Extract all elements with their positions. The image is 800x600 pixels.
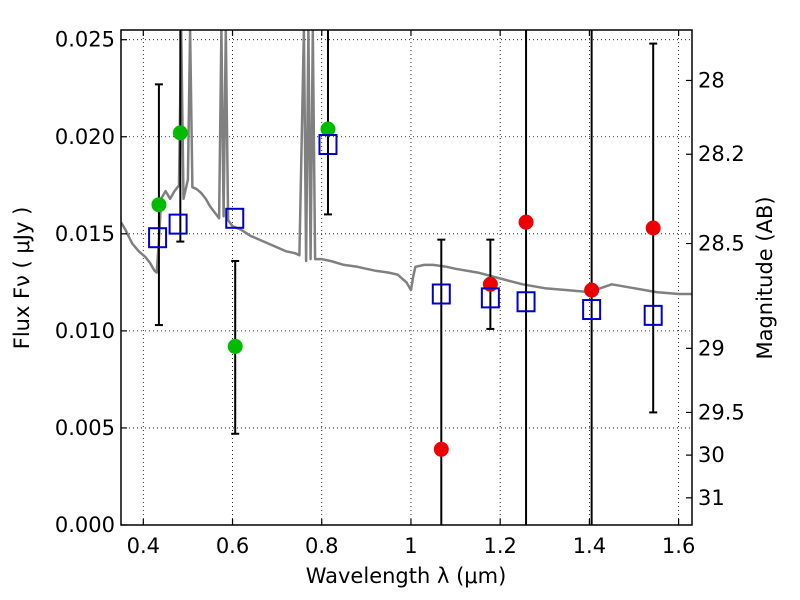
green_observed-point: [320, 121, 336, 137]
data-points-layer: [148, 121, 663, 457]
red_observed-point: [645, 220, 661, 236]
model_photometry-point: [168, 213, 188, 235]
x-tick-label: 0.6: [216, 534, 249, 558]
y-axis-title: Flux Fν ( μJy ): [10, 207, 34, 350]
right-axis-title: Magnitude (AB): [753, 196, 777, 359]
red_observed-point: [482, 276, 498, 292]
red_observed-point: [584, 282, 600, 298]
red_observed-point: [433, 441, 449, 457]
model_photometry-point: [318, 134, 338, 156]
green_observed-point: [151, 197, 167, 213]
x-tick-label: 1.6: [662, 534, 695, 558]
model_photometry-point: [480, 287, 500, 309]
model_photometry-point: [148, 227, 168, 249]
green_observed-point: [227, 338, 243, 354]
model_photometry-point: [582, 299, 602, 321]
model-spectrum-line: [121, 30, 692, 296]
right-tick-label: 28: [698, 68, 725, 92]
right-tick-label: 31: [698, 486, 725, 510]
y-tick-label: 0.020: [55, 125, 115, 149]
right-tick-label: 28.5: [698, 232, 745, 256]
right-tick-label: 30: [698, 443, 725, 467]
model_photometry-point: [225, 207, 245, 229]
red_observed-point: [518, 214, 534, 230]
right-tick-label: 29: [698, 336, 725, 360]
right-tick-label: 29.5: [698, 400, 745, 424]
y-axis-ticks: 0.000 0.005 0.010 0.015 0.020 0.025: [55, 28, 127, 537]
model_photometry-point: [516, 291, 536, 313]
model_photometry-point: [643, 304, 663, 326]
model_photometry-point: [431, 283, 451, 305]
error-bars-layer: [154, 30, 658, 525]
y-tick-label: 0.015: [55, 222, 115, 246]
x-axis-ticks: 0.4 0.6 0.8 1 1.2 1.4 1.6: [127, 30, 695, 558]
x-tick-label: 0.4: [127, 534, 160, 558]
model-spectrum-layer: [121, 30, 692, 296]
y-tick-label: 0.010: [55, 319, 115, 343]
x-tick-label: 1: [404, 534, 417, 558]
y-tick-label: 0.025: [55, 28, 115, 52]
x-tick-label: 0.8: [305, 534, 338, 558]
green_observed-point: [172, 125, 188, 141]
plot-frame: [120, 29, 693, 526]
grid-lines: [121, 30, 692, 526]
x-tick-label: 1.2: [483, 534, 516, 558]
x-axis-title: Wavelength λ (μm): [306, 564, 507, 588]
y-tick-label: 0.005: [55, 416, 115, 440]
y-tick-label: 0.000: [55, 513, 115, 537]
right-axis-ticks: 28 28.2 28.5 29 29.5 30 31: [686, 68, 745, 510]
x-tick-label: 1.4: [573, 534, 606, 558]
right-tick-label: 28.2: [698, 142, 745, 166]
